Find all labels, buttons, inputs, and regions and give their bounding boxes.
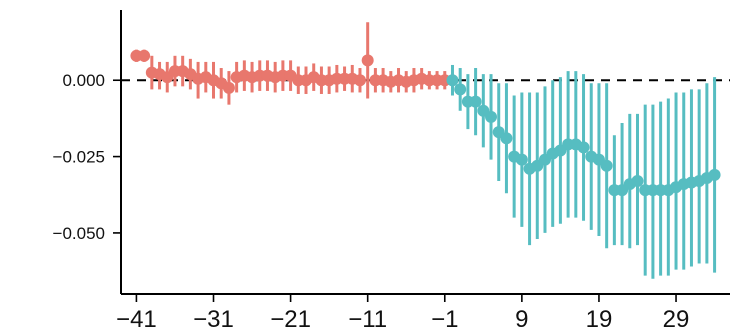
data-point [515, 153, 528, 166]
data-point [485, 110, 498, 123]
y-tick-label: −0.025 [53, 148, 105, 167]
x-tick-label: −11 [348, 306, 387, 331]
data-point [631, 175, 644, 188]
x-tick-label: 9 [515, 306, 528, 331]
data-point [454, 83, 467, 96]
data-point [222, 81, 235, 94]
y-axis-ticks: 0.000 −0.025 −0.050 [53, 71, 121, 243]
x-tick-label: −41 [116, 306, 157, 331]
axes [120, 10, 730, 295]
series-pre-period [130, 22, 451, 105]
x-tick-label: −21 [270, 306, 311, 331]
x-axis-ticks: −41 −31 −21 −11 −1 9 19 29 [116, 294, 689, 331]
data-point [708, 168, 721, 181]
data-point [577, 141, 590, 154]
x-tick-label: 29 [663, 306, 690, 331]
data-point [138, 49, 151, 62]
x-tick-label: −1 [431, 306, 458, 331]
y-tick-label: −0.050 [53, 224, 105, 243]
data-point [446, 74, 459, 87]
x-tick-label: −31 [193, 306, 234, 331]
series-group [130, 22, 721, 279]
series-post-period [446, 64, 721, 279]
x-tick-label: 19 [586, 306, 613, 331]
data-point [353, 74, 366, 87]
data-point [600, 159, 613, 172]
y-tick-label: 0.000 [62, 71, 105, 90]
data-point [469, 95, 482, 108]
data-point [500, 132, 513, 145]
data-point [361, 54, 374, 67]
